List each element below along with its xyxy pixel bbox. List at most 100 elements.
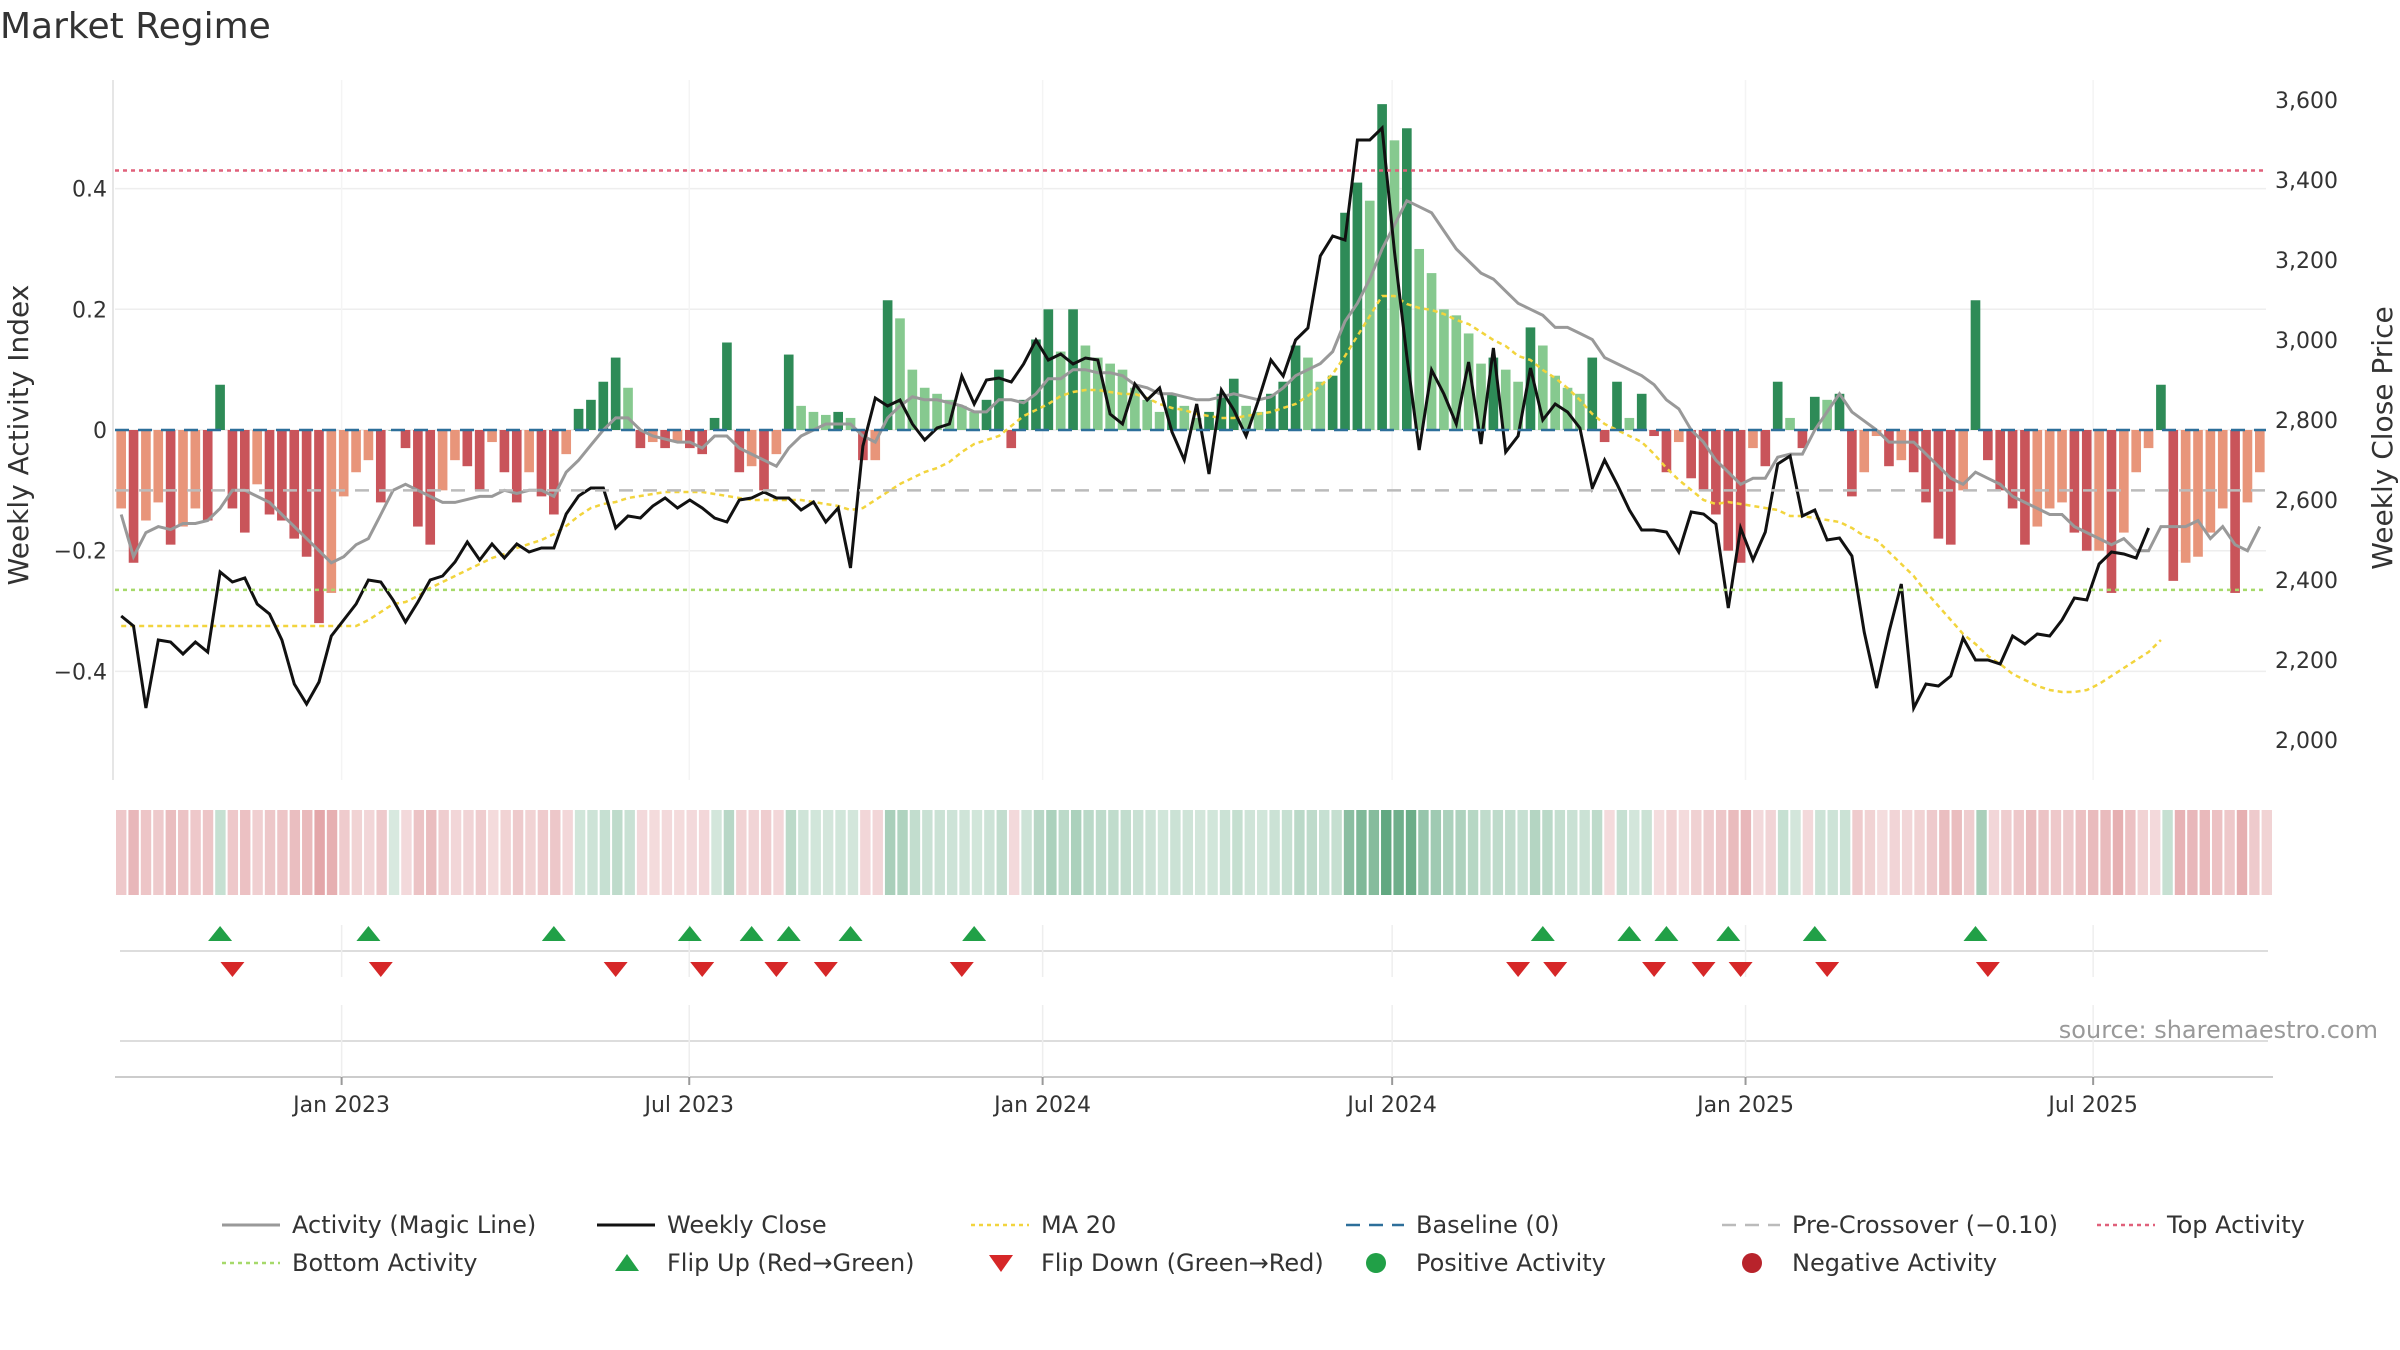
- flip-down-marker: [1543, 962, 1568, 977]
- heat-cell: [1926, 810, 1938, 895]
- heat-cell: [1356, 810, 1367, 895]
- heat-cell: [1777, 810, 1789, 895]
- heat-cell: [1120, 810, 1131, 895]
- heat-cell: [1331, 810, 1342, 895]
- flip-up-marker: [1617, 926, 1642, 941]
- activity-bar: [264, 430, 275, 515]
- activity-bar: [1822, 399, 1832, 430]
- activity-bar: [1686, 430, 1696, 479]
- heat-cell: [1529, 810, 1541, 895]
- flip-up-marker: [1654, 926, 1679, 941]
- flip-up-marker: [776, 926, 801, 941]
- heat-cell: [1430, 810, 1442, 895]
- heat-cell: [1095, 810, 1107, 895]
- heat-cell: [1604, 810, 1615, 895]
- heat-cell: [227, 810, 239, 895]
- activity-bar: [277, 430, 287, 521]
- heat-cell: [1157, 810, 1169, 895]
- activity-bar: [672, 430, 683, 443]
- activity-bar: [338, 430, 349, 497]
- activity-bar: [573, 408, 584, 430]
- activity-bar: [1859, 430, 1870, 473]
- heat-cell: [2224, 810, 2235, 895]
- heat-cell: [773, 810, 784, 895]
- heat-cell: [2174, 810, 2186, 895]
- heat-cell: [1467, 810, 1479, 895]
- heat-cell: [475, 810, 487, 895]
- activity-bar: [623, 387, 633, 430]
- heat-cell: [1132, 810, 1144, 895]
- activity-bar: [202, 430, 213, 521]
- heat-cell: [810, 810, 821, 895]
- heat-cell: [1257, 810, 1268, 895]
- legend-swatch: [1742, 1253, 1762, 1273]
- activity-bar: [2193, 430, 2203, 557]
- flip-down-marker: [1728, 962, 1753, 977]
- heat-cell: [884, 810, 896, 895]
- y-right-tick-label: 2,000: [2275, 729, 2338, 754]
- flip-down-marker: [1815, 962, 1840, 977]
- activity-bar: [1921, 430, 1931, 503]
- heat-cell: [1207, 810, 1218, 895]
- activity-bar: [1105, 363, 1115, 430]
- activity-bar: [2069, 430, 2080, 533]
- legend-label: Negative Activity: [1792, 1249, 1997, 1277]
- heat-cell: [2137, 810, 2148, 895]
- heat-cell: [1753, 810, 1764, 895]
- heat-cell: [562, 810, 573, 895]
- heat-cell: [1108, 810, 1119, 895]
- y-left-tick-label: −0.4: [54, 660, 107, 685]
- activity-bar: [289, 430, 300, 539]
- heat-cell: [1728, 810, 1739, 895]
- activity-bar: [1043, 309, 1054, 430]
- heat-cell: [624, 810, 635, 895]
- y-right-tick-label: 2,200: [2275, 649, 2338, 674]
- activity-bar: [1575, 393, 1585, 430]
- legend-label: Baseline (0): [1416, 1211, 1559, 1239]
- activity-bar: [301, 430, 312, 557]
- heat-cell: [835, 810, 846, 895]
- heat-cell: [2001, 810, 2012, 895]
- heat-cell: [1405, 810, 1417, 895]
- activity-bar: [2131, 430, 2142, 473]
- activity-bar: [1327, 375, 1338, 430]
- heat-cell: [1281, 810, 1293, 895]
- heat-cell: [1579, 810, 1590, 895]
- heat-cell: [1244, 810, 1256, 895]
- heat-cell: [178, 810, 189, 895]
- activity-heat-strip: [116, 810, 2272, 895]
- heat-cell: [488, 810, 499, 895]
- activity-bar: [1673, 430, 1684, 443]
- activity-bar: [1055, 351, 1066, 430]
- heat-cell: [413, 810, 425, 895]
- activity-bar: [462, 430, 473, 467]
- legend-label: Pre-Crossover (−0.10): [1792, 1211, 2058, 1239]
- heat-cell: [1641, 810, 1652, 895]
- flip-up-marker: [1716, 926, 1741, 941]
- flip-up-marker: [838, 926, 863, 941]
- heat-cell: [897, 810, 908, 895]
- heat-cell: [1629, 810, 1640, 895]
- heat-cell: [711, 810, 722, 895]
- heat-cell: [2249, 810, 2260, 895]
- activity-bar: [1661, 430, 1672, 473]
- y-right-tick-label: 3,200: [2275, 249, 2338, 274]
- activity-bar: [1871, 430, 1882, 437]
- activity-bar: [1278, 381, 1289, 430]
- activity-bar: [1896, 430, 1907, 461]
- heat-cell: [2038, 810, 2049, 895]
- heat-cell: [1951, 810, 1962, 895]
- activity-bar: [326, 430, 337, 593]
- activity-bar: [227, 430, 238, 509]
- heat-cell: [1839, 810, 1851, 895]
- heat-cell: [1418, 810, 1429, 895]
- activity-bar: [487, 430, 497, 443]
- heat-cell: [388, 810, 400, 895]
- heat-cell: [2211, 810, 2223, 895]
- heat-cell: [1715, 810, 1727, 895]
- x-tick-label: Jul 2024: [1345, 1093, 1437, 1118]
- heat-cell: [500, 810, 511, 895]
- activity-bar: [1698, 430, 1709, 491]
- activity-bar: [1847, 430, 1857, 497]
